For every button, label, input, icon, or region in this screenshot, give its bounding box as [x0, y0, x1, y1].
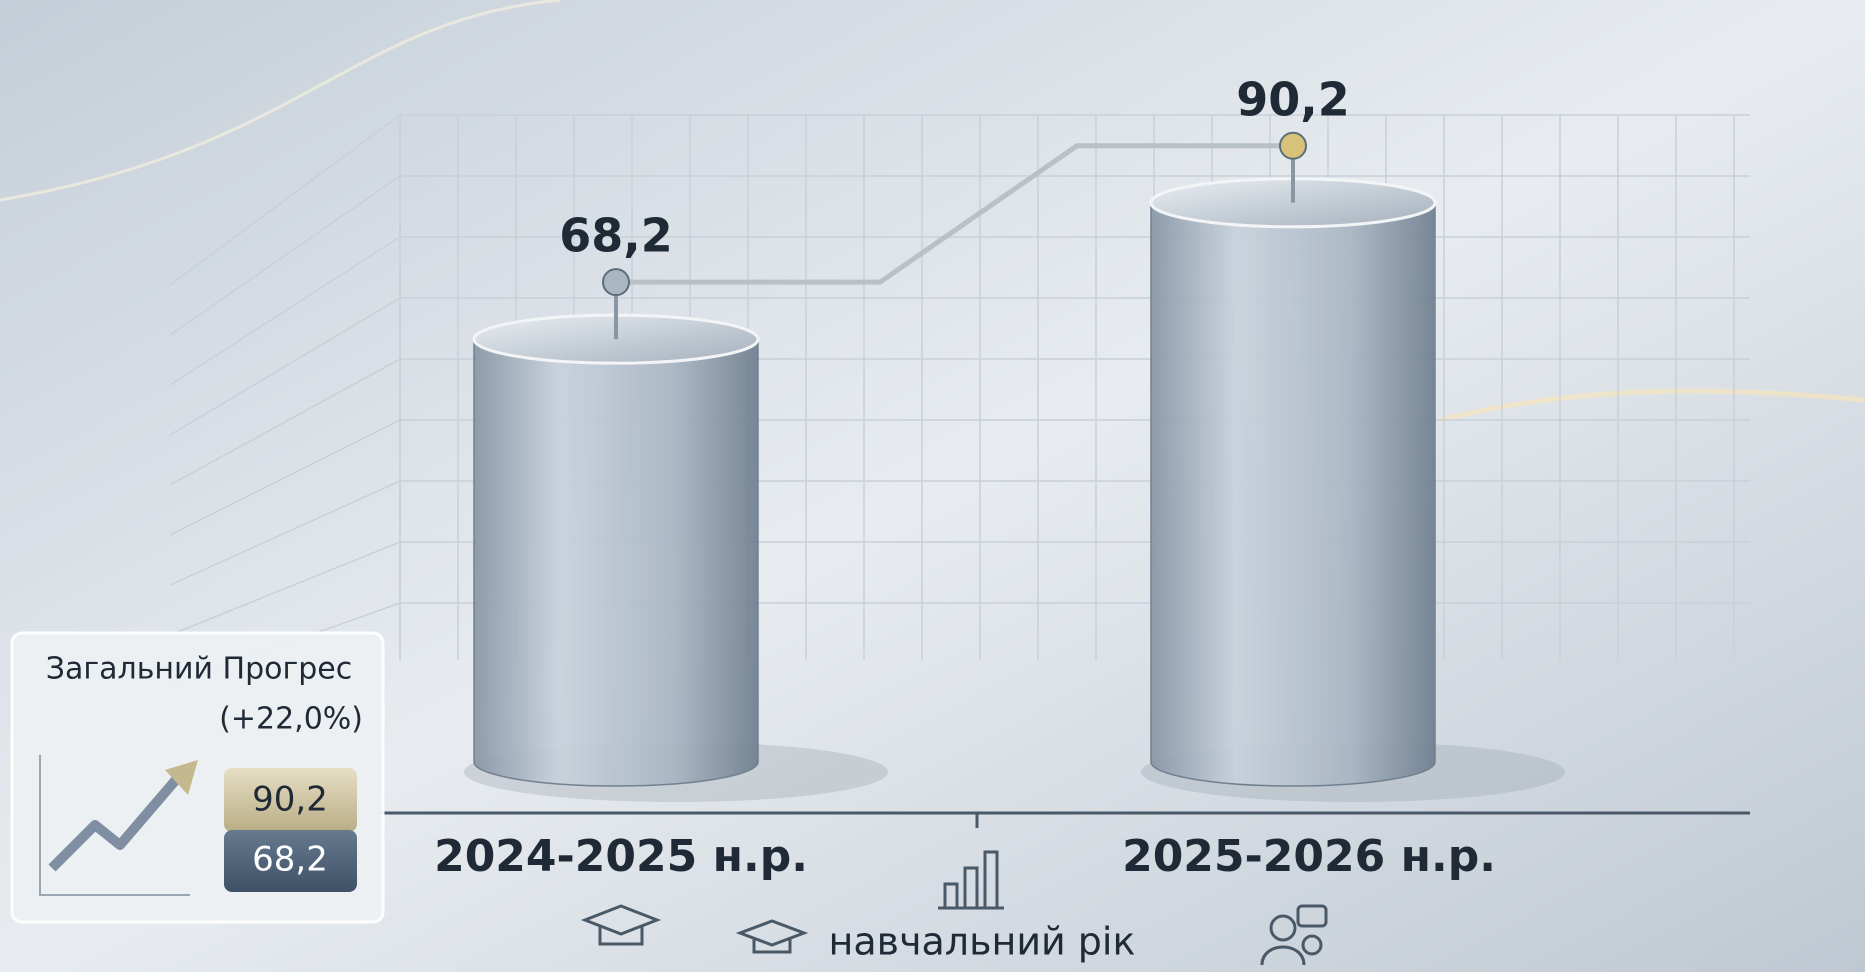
bar — [473, 338, 759, 787]
grid-line — [169, 236, 401, 386]
grid-line — [169, 541, 401, 636]
x-axis-label: навчальний рік — [829, 920, 1136, 964]
inset-axes — [39, 755, 190, 896]
inset-current-pill — [224, 768, 357, 832]
x-tick-label: 2024-2025 н.р. — [434, 831, 808, 882]
grid-line — [169, 480, 401, 586]
marks: 68,2 2024-2025 н.р. 90,2 2025-2026 н.р. — [434, 72, 1565, 882]
decor-swoosh — [1439, 388, 1865, 423]
inset-current: 90,2 — [252, 780, 328, 820]
inset-previous-pill — [224, 830, 357, 892]
x-tick-label: 2025-2026 н.р. — [1122, 831, 1496, 882]
grid-line — [169, 175, 401, 336]
decor-swoosh — [0, 0, 561, 202]
connector — [616, 143, 1293, 285]
pin-ball — [602, 268, 630, 297]
value-label: 90,2 — [1236, 72, 1350, 126]
inset-title: Загальний Прогрес — [46, 652, 352, 687]
grid-line — [169, 297, 401, 436]
icons — [580, 850, 1328, 966]
value-label: 68,2 — [559, 209, 673, 263]
inset-arrow-head — [165, 760, 198, 795]
grid-line — [169, 358, 401, 486]
grid-line — [169, 419, 401, 536]
pin-ball — [1279, 131, 1307, 160]
inset-change: (+22,0%) — [219, 702, 363, 737]
inset-arrow — [48, 771, 184, 872]
grid-line — [169, 114, 401, 286]
inset-previous: 68,2 — [252, 840, 328, 880]
inset-card: Загальний Прогрес (+22,0%) 90,2 68,2 — [10, 631, 385, 924]
bar — [1150, 202, 1436, 787]
